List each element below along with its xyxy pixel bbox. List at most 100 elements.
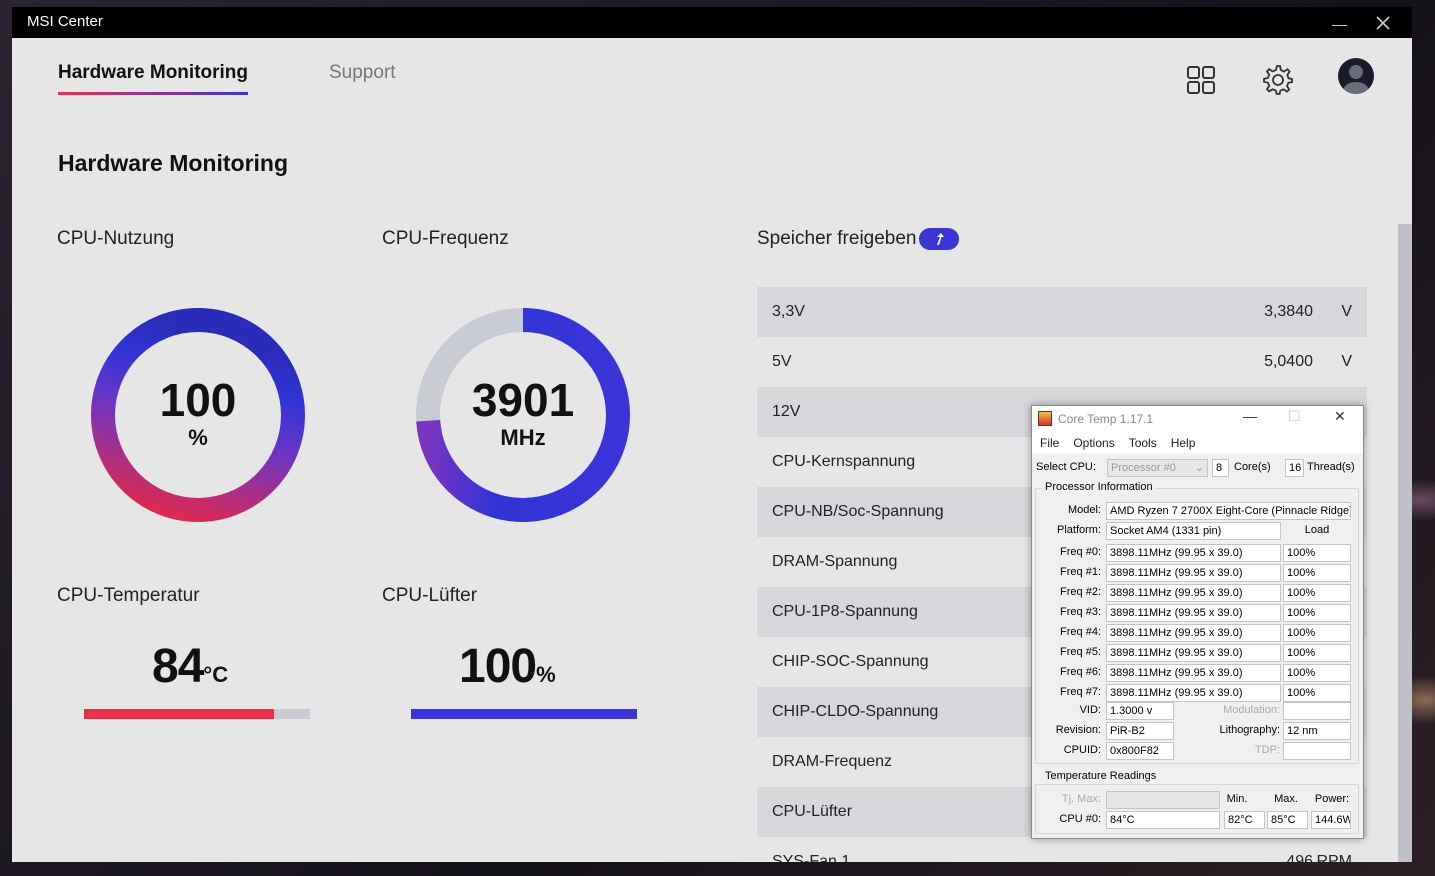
modulation-label: Modulation: xyxy=(1223,704,1280,716)
voltage-row: SYS-Fan 1 496 RPM xyxy=(757,837,1367,862)
load-header: Load xyxy=(1304,524,1330,536)
cpu-fan-bar xyxy=(411,709,637,719)
freq-label: Freq #6: xyxy=(1060,666,1101,678)
cpu-temperature-value: 84 xyxy=(152,640,204,693)
tjmax-value xyxy=(1106,791,1220,809)
apps-grid-button[interactable] xyxy=(1181,60,1221,100)
coretemp-close-button[interactable]: ✕ xyxy=(1334,408,1346,424)
cpu-temperature-bar-fill xyxy=(84,709,274,719)
freq-value: 3898.11MHz (99.95 x 39.0) xyxy=(1106,644,1281,662)
grid-icon xyxy=(1187,66,1215,94)
cpuid-label: CPUID: xyxy=(1063,744,1101,756)
gear-icon xyxy=(1263,65,1293,95)
voltage-row: 3,3V 3,3840 V xyxy=(757,287,1367,337)
free-memory-label: Speicher freigeben xyxy=(757,228,917,249)
voltage-name: 5V xyxy=(772,353,792,370)
load-value: 100% xyxy=(1283,664,1351,682)
cpu-frequency-unit: MHz xyxy=(500,425,546,450)
cpu-frequency-label: CPU-Frequenz xyxy=(382,228,509,249)
voltage-unit: V xyxy=(1341,303,1352,320)
title-bar: MSI Center xyxy=(12,7,1412,38)
user-avatar[interactable] xyxy=(1338,58,1374,94)
tdp-label: TDP: xyxy=(1254,744,1280,756)
temperature-readings-group xyxy=(1035,784,1359,834)
freq-value: 3898.11MHz (99.95 x 39.0) xyxy=(1106,684,1281,702)
platform-label: Platform: xyxy=(1056,524,1101,536)
freq-value: 3898.11MHz (99.95 x 39.0) xyxy=(1106,664,1281,682)
minimize-button[interactable] xyxy=(1316,7,1362,38)
load-value: 100% xyxy=(1283,684,1351,702)
voltage-name: CPU-1P8-Spannung xyxy=(772,603,918,620)
page-title: Hardware Monitoring xyxy=(58,150,289,176)
cpu-temperature-label: CPU-Temperatur xyxy=(57,585,200,606)
cpu-temperature-readout: 84°C xyxy=(152,639,228,694)
voltage-name: DRAM-Frequenz xyxy=(772,753,893,770)
freq-value: 3898.11MHz (99.95 x 39.0) xyxy=(1106,584,1281,602)
cores-label: Core(s) xyxy=(1234,461,1271,473)
menu-help[interactable]: Help xyxy=(1170,436,1196,450)
processor-select[interactable]: Processor #0 ⌄ xyxy=(1107,459,1208,477)
freq-label: Freq #7: xyxy=(1060,686,1101,698)
processor-info-group xyxy=(1035,488,1359,764)
close-icon xyxy=(1376,15,1390,30)
cpu-fan-label: CPU-Lüfter xyxy=(382,585,478,606)
cpu0-max: 85°C xyxy=(1267,811,1308,829)
freq-label: Freq #3: xyxy=(1060,606,1101,618)
revision-label: Revision: xyxy=(1055,724,1101,736)
max-header: Max. xyxy=(1274,793,1298,805)
temperature-readings-title: Temperature Readings xyxy=(1042,770,1160,782)
cpu0-temperature: 84°C xyxy=(1106,811,1220,829)
tab-support[interactable]: Support xyxy=(329,62,396,84)
min-header: Min. xyxy=(1226,793,1248,805)
processor-info-title: Processor Information xyxy=(1042,481,1156,493)
voltage-name: 12V xyxy=(772,403,801,420)
voltage-name: CPU-Kernspannung xyxy=(772,453,916,470)
coretemp-window: Core Temp 1.17.1 — ☐ ✕ File Options Tool… xyxy=(1031,405,1364,839)
load-value: 100% xyxy=(1283,544,1351,562)
cpu-frequency-arc xyxy=(416,308,630,522)
scrollbar[interactable] xyxy=(1398,224,1412,862)
cpu-fan-value: 100 xyxy=(459,640,537,693)
freq-label: Freq #1: xyxy=(1060,566,1101,578)
free-memory-section: Speicher freigeben xyxy=(757,228,959,250)
settings-button[interactable] xyxy=(1258,60,1298,100)
voltage-value: 3,3840 xyxy=(1264,303,1313,320)
menu-file[interactable]: File xyxy=(1040,436,1060,450)
coretemp-app-icon xyxy=(1038,411,1052,426)
revision-value: PiR-B2 xyxy=(1106,722,1174,740)
freq-value: 3898.11MHz (99.95 x 39.0) xyxy=(1106,564,1281,582)
cpu-temperature-bar xyxy=(84,709,310,719)
power-header: Power: xyxy=(1314,793,1350,805)
close-button[interactable] xyxy=(1360,7,1406,38)
top-nav: Hardware Monitoring Support xyxy=(12,38,1412,118)
platform-value: Socket AM4 (1331 pin) xyxy=(1106,522,1281,540)
cpu-temperature-unit: °C xyxy=(203,662,229,687)
coretemp-title-bar: Core Temp 1.17.1 — ☐ ✕ xyxy=(1032,406,1363,433)
voltage-name: CHIP-SOC-Spannung xyxy=(772,653,929,670)
voltage-unit: V xyxy=(1341,353,1352,370)
cpu0-min: 82°C xyxy=(1224,811,1265,829)
cpu-fan-readout: 100% xyxy=(459,639,556,694)
user-icon xyxy=(1343,65,1369,94)
free-memory-button[interactable] xyxy=(918,228,959,250)
coretemp-maximize-button[interactable]: ☐ xyxy=(1288,408,1301,424)
coretemp-minimize-button[interactable]: — xyxy=(1243,408,1257,424)
tdp-value xyxy=(1283,742,1351,760)
freq-label: Freq #2: xyxy=(1060,586,1101,598)
voltage-name: CHIP-CLDO-Spannung xyxy=(772,703,939,720)
freq-label: Freq #4: xyxy=(1060,626,1101,638)
voltage-row: 5V 5,0400 V xyxy=(757,337,1367,387)
freq-value: 3898.11MHz (99.95 x 39.0) xyxy=(1106,624,1281,642)
menu-options[interactable]: Options xyxy=(1073,436,1115,450)
tab-hardware-monitoring[interactable]: Hardware Monitoring xyxy=(58,62,249,95)
cpu-frequency-gauge: 3901 MHz xyxy=(415,307,631,523)
voltage-name: CPU-NB/Soc-Spannung xyxy=(772,503,944,520)
menu-tools[interactable]: Tools xyxy=(1128,436,1157,450)
tab-label: Support xyxy=(329,62,396,83)
voltage-row: CHIP-SOC-Spannung xyxy=(757,637,1367,687)
tab-label: Hardware Monitoring xyxy=(58,62,249,83)
threads-label: Thread(s) xyxy=(1307,461,1355,473)
lithography-value: 12 nm xyxy=(1283,722,1351,740)
freq-value: 3898.11MHz (99.95 x 39.0) xyxy=(1106,604,1281,622)
cpu0-label: CPU #0: xyxy=(1059,813,1101,825)
